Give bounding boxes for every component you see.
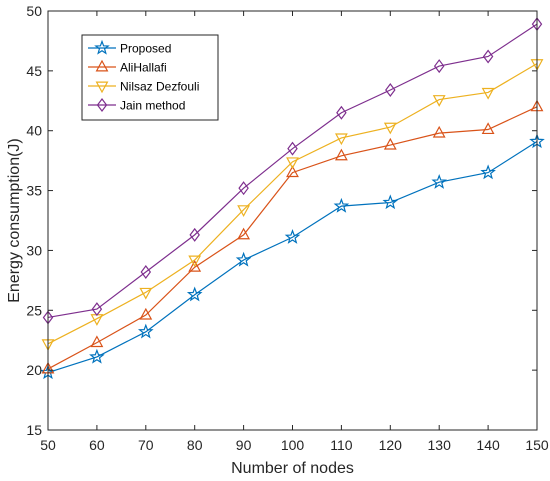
x-axis-title: Number of nodes: [231, 460, 354, 477]
data-point-jain-method: [385, 83, 396, 98]
data-point-proposed: [186, 286, 203, 302]
series-proposed: [40, 133, 545, 380]
data-point-proposed: [431, 173, 448, 189]
data-point-jain-method: [189, 227, 200, 242]
data-point-proposed: [89, 348, 105, 364]
y-tick-label: 15: [26, 422, 42, 438]
legend-item-proposed: Proposed: [88, 39, 171, 56]
data-point-jain-method: [482, 49, 494, 64]
data-point-nilsaz-dezfouli: [286, 157, 299, 170]
data-point-alihallafi: [286, 165, 299, 178]
data-point-jain-method: [336, 105, 347, 120]
x-tick-label: 150: [525, 437, 549, 453]
data-point-alihallafi: [237, 227, 251, 240]
x-tick-label: 50: [40, 437, 56, 453]
series-line-proposed: [47, 140, 538, 374]
legend-marker-proposed: [94, 39, 110, 55]
legend-marker-nilsaz-dezfouli: [95, 81, 109, 94]
series-layer: [40, 17, 545, 380]
data-point-nilsaz-dezfouli: [432, 95, 446, 107]
y-tick-label: 20: [26, 362, 42, 378]
data-point-nilsaz-dezfouli: [139, 287, 153, 300]
data-point-alihallafi: [334, 148, 348, 161]
y-tick-label: 45: [26, 63, 42, 79]
x-tick-label: 100: [281, 437, 305, 453]
data-point-alihallafi: [432, 125, 446, 138]
y-tick-label: 40: [26, 123, 42, 139]
series-line-alihallafi: [47, 106, 538, 370]
legend-item-jain-method: Jain method: [88, 98, 185, 113]
series-line-nilsaz-dezfouli: [47, 63, 538, 345]
y-tick-label: 30: [26, 242, 42, 258]
x-tick-label: 130: [428, 437, 452, 453]
legend: Proposed AliHallafi Nilsaz Dezfouli Jain me…: [81, 34, 219, 121]
data-point-proposed: [382, 194, 399, 210]
data-point-alihallafi: [481, 122, 495, 135]
data-point-jain-method: [287, 141, 298, 156]
series-line-jain-method: [47, 23, 538, 319]
data-point-jain-method: [91, 302, 103, 317]
x-tick-label: 80: [187, 437, 203, 453]
data-point-jain-method: [140, 264, 152, 279]
x-tick-label: 70: [138, 437, 154, 453]
x-tick-label: 60: [89, 437, 105, 453]
y-tick-label: 50: [26, 3, 42, 19]
data-point-alihallafi: [188, 259, 202, 272]
legend-label-proposed: Proposed: [120, 42, 171, 56]
data-point-alihallafi: [139, 307, 153, 320]
data-point-proposed: [333, 197, 350, 213]
legend-label-alihallafi: AliHallafi: [120, 61, 167, 75]
data-point-proposed: [137, 323, 154, 339]
data-point-proposed: [284, 229, 301, 244]
x-tick-label: 110: [330, 437, 353, 453]
data-point-nilsaz-dezfouli: [481, 87, 495, 100]
data-point-nilsaz-dezfouli: [334, 133, 348, 146]
data-point-alihallafi: [90, 335, 104, 348]
data-point-nilsaz-dezfouli: [383, 122, 397, 135]
data-point-nilsaz-dezfouli: [188, 255, 202, 268]
y-tick-label: 25: [26, 302, 42, 318]
data-point-proposed: [235, 251, 252, 267]
y-tick-label: 35: [26, 183, 42, 199]
data-point-jain-method: [433, 59, 445, 74]
y-axis-title: Energy consumption(J): [6, 138, 23, 303]
legend-item-nilsaz-dezfouli: Nilsaz Dezfouli: [88, 80, 199, 94]
legend-marker-jain-method: [96, 98, 108, 112]
legend-item-alihallafi: AliHallafi: [88, 59, 167, 75]
x-tick-label: 90: [236, 437, 252, 453]
data-point-alihallafi: [383, 137, 397, 150]
data-point-proposed: [480, 164, 496, 180]
x-tick-label: 140: [476, 437, 500, 453]
legend-marker-alihallafi: [95, 59, 109, 72]
legend-label-nilsaz-dezfouli: Nilsaz Dezfouli: [120, 80, 199, 94]
data-point-jain-method: [238, 181, 249, 196]
x-tick-label: 120: [379, 437, 403, 453]
legend-label-jain-method: Jain method: [120, 99, 185, 113]
data-point-nilsaz-dezfouli: [237, 205, 251, 217]
tick-layer: 50 60 70 80 90 100 110 120 130 140 150 15 20 25 30 35 40…: [26, 3, 548, 453]
series-nilsaz-dezfouli: [41, 59, 544, 352]
